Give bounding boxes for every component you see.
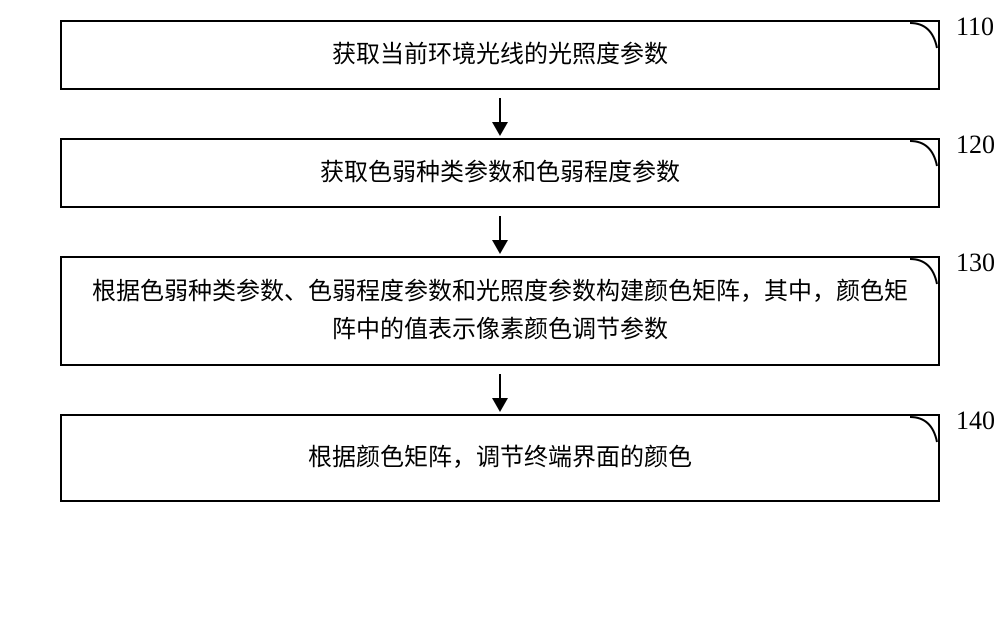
step-text: 获取当前环境光线的光照度参数 (332, 36, 668, 74)
arrow-head (492, 398, 508, 412)
step-label: 140 (956, 406, 995, 436)
label-connector-curve (910, 256, 940, 286)
flowchart-arrow (60, 366, 940, 414)
label-connector-curve (910, 414, 940, 444)
step-text: 获取色弱种类参数和色弱程度参数 (320, 154, 680, 192)
label-connector-curve (910, 20, 940, 50)
step-text: 根据颜色矩阵，调节终端界面的颜色 (308, 439, 692, 477)
label-connector-curve (910, 138, 940, 168)
step-label: 120 (956, 130, 995, 160)
step-label: 130 (956, 248, 995, 278)
arrow-head (492, 122, 508, 136)
flowchart-step-4: 140 根据颜色矩阵，调节终端界面的颜色 (60, 414, 940, 502)
flowchart-step-2: 120 获取色弱种类参数和色弱程度参数 (60, 138, 940, 208)
flowchart-step-3: 130 根据色弱种类参数、色弱程度参数和光照度参数构建颜色矩阵，其中，颜色矩阵中… (60, 256, 940, 366)
flowchart-container: 110 获取当前环境光线的光照度参数 120 获取色弱种类参数和色弱程度参数 1… (60, 20, 940, 502)
step-label: 110 (956, 12, 994, 42)
flowchart-step-1: 110 获取当前环境光线的光照度参数 (60, 20, 940, 90)
flowchart-arrow (60, 90, 940, 138)
step-text: 根据色弱种类参数、色弱程度参数和光照度参数构建颜色矩阵，其中，颜色矩阵中的值表示… (82, 273, 918, 350)
flowchart-arrow (60, 208, 940, 256)
arrow-head (492, 240, 508, 254)
